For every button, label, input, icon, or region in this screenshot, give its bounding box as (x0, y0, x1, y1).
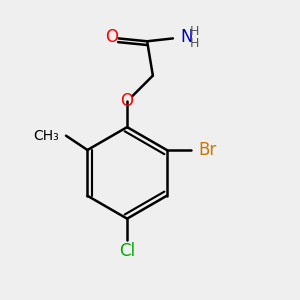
Text: N: N (180, 28, 193, 46)
Text: H: H (190, 37, 199, 50)
Text: H: H (190, 25, 199, 38)
Text: O: O (121, 92, 134, 110)
Text: Br: Br (199, 141, 217, 159)
Text: CH₃: CH₃ (33, 129, 59, 143)
Text: O: O (105, 28, 118, 46)
Text: Cl: Cl (119, 242, 135, 260)
